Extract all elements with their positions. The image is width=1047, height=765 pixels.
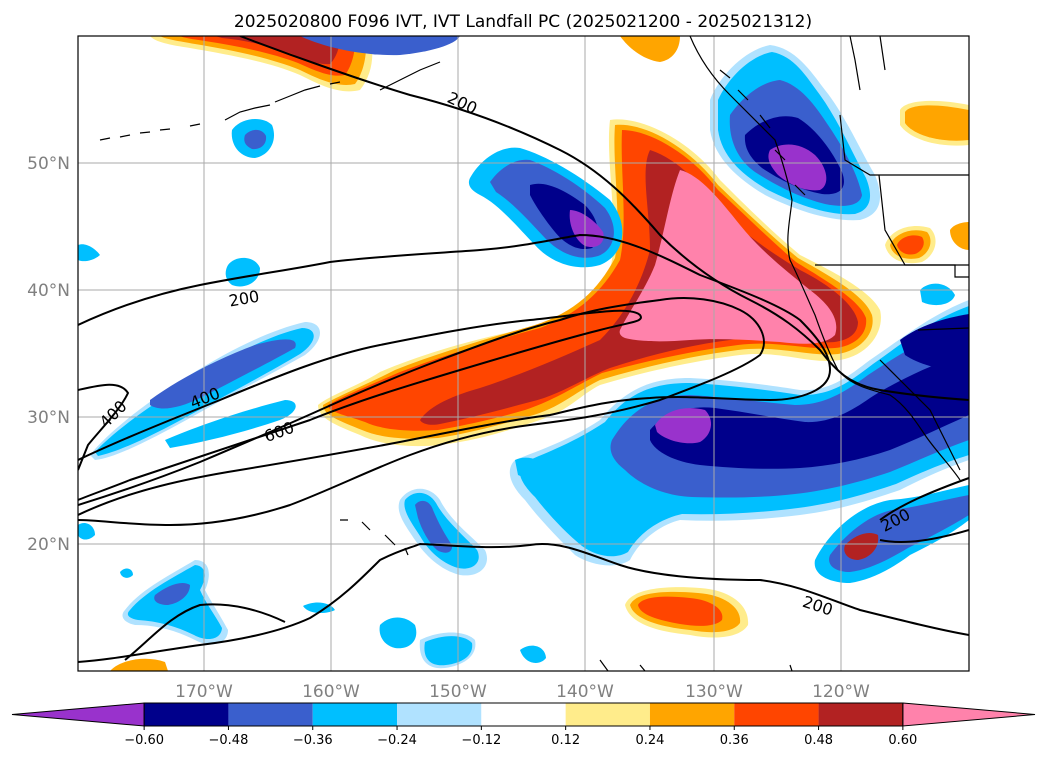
colorbar-tick-label: −0.48 bbox=[209, 733, 249, 748]
colorbar-swatch bbox=[818, 703, 903, 726]
colorbar-swatch bbox=[734, 703, 819, 726]
colorbar-swatch bbox=[312, 703, 398, 726]
colorbar-swatch bbox=[228, 703, 313, 726]
colorbar-tick-label: −0.60 bbox=[124, 733, 164, 748]
colorbar-tick-label: −0.12 bbox=[461, 733, 501, 748]
lat-tick-label: 20°N bbox=[27, 535, 70, 555]
map-panel bbox=[78, 36, 969, 671]
colorbar-swatch bbox=[649, 703, 735, 726]
lon-tick-label: 160°W bbox=[302, 682, 360, 702]
lat-tick-label: 30°N bbox=[27, 408, 70, 428]
lon-tick-label: 170°W bbox=[175, 682, 233, 702]
lon-tick-label: 130°W bbox=[685, 682, 743, 702]
colorbar: −0.60 −0.48 −0.36 −0.24 −0.12 0.12 0.24 0.36 0.4… bbox=[11, 702, 1036, 748]
colorbar-tick-label: 0.24 bbox=[635, 733, 664, 748]
positive-goa-blob bbox=[620, 36, 680, 62]
colorbar-swatch bbox=[144, 703, 229, 726]
lon-tick-labels: 170°W 160°W 150°W 140°W 130°W 120°W bbox=[175, 682, 870, 702]
lat-tick-label: 40°N bbox=[27, 281, 70, 301]
positive-ar-band bbox=[318, 119, 881, 447]
positive-south-blob bbox=[625, 587, 749, 638]
colorbar-extension-low bbox=[11, 702, 145, 727]
map-frame bbox=[77, 35, 970, 672]
negative-southeast-blob bbox=[509, 300, 969, 566]
colorbar-swatch bbox=[565, 703, 650, 726]
ivt-contours bbox=[78, 36, 969, 663]
colorbar-tick-label: 0.36 bbox=[720, 733, 749, 748]
colorbar-swatch bbox=[397, 703, 482, 726]
negative-pnw-blob bbox=[710, 45, 880, 221]
negative-north-central-blob bbox=[468, 147, 623, 268]
coastlines bbox=[99, 36, 969, 671]
colorbar-tick-label: 0.12 bbox=[551, 733, 580, 748]
lon-tick-label: 150°W bbox=[429, 682, 487, 702]
graticule bbox=[78, 36, 969, 671]
negative-scatter-blobs bbox=[78, 283, 969, 669]
colorbar-extension-high bbox=[902, 702, 1036, 727]
colorbar-outline bbox=[143, 702, 904, 727]
positive-sw-blob bbox=[110, 658, 168, 671]
colorbar-tick-label: 0.48 bbox=[804, 733, 833, 748]
colorbar-tick-label: −0.24 bbox=[377, 733, 417, 748]
lon-tick-label: 120°W bbox=[812, 682, 870, 702]
map-title: 2025020800 F096 IVT, IVT Landfall PC (20… bbox=[234, 12, 812, 32]
colorbar-swatch bbox=[481, 703, 566, 726]
positive-east-blob bbox=[885, 225, 936, 264]
colorbar-tick-label: 0.60 bbox=[888, 733, 917, 748]
lat-tick-label: 50°N bbox=[27, 154, 70, 174]
positive-north-blob bbox=[150, 36, 373, 92]
lat-tick-labels: 20°N 30°N 40°N 50°N bbox=[27, 154, 70, 555]
lon-tick-label: 140°W bbox=[556, 682, 614, 702]
colorbar-tick-label: −0.36 bbox=[293, 733, 333, 748]
